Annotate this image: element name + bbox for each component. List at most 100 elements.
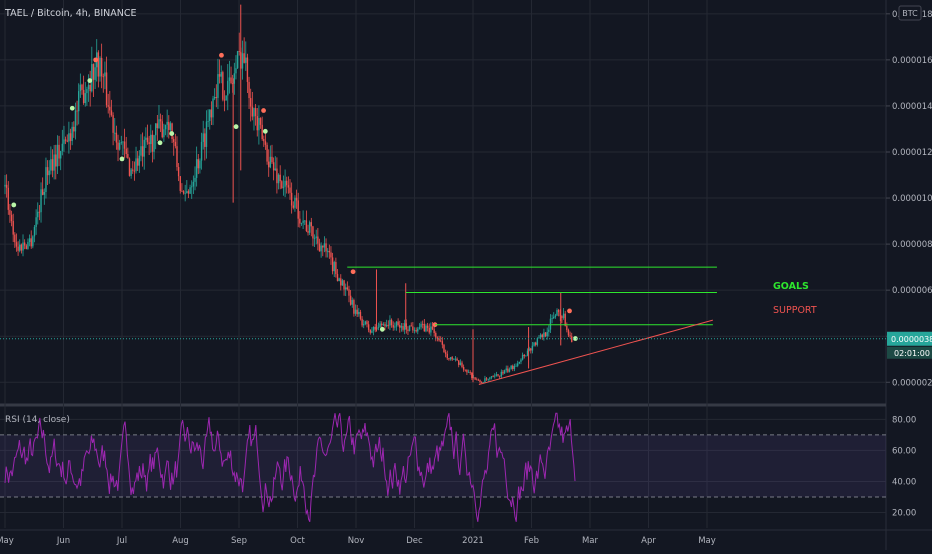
candle-body bbox=[292, 205, 294, 208]
candle-body bbox=[492, 376, 494, 378]
sell-signal-dot bbox=[93, 57, 99, 63]
candle-body bbox=[520, 359, 522, 362]
candle-body bbox=[184, 192, 186, 194]
candle-body bbox=[426, 325, 429, 328]
currency-badge-box bbox=[898, 5, 922, 21]
candle-body bbox=[543, 332, 545, 338]
candle-body bbox=[32, 236, 34, 247]
candle-body bbox=[485, 378, 488, 380]
sell-signal-dot bbox=[350, 269, 356, 275]
sell-signal-dot bbox=[261, 108, 266, 113]
candle-body bbox=[51, 159, 54, 171]
time-tick-label: Feb bbox=[524, 536, 539, 546]
candle-body bbox=[318, 243, 321, 252]
buy-signal-dot bbox=[233, 124, 239, 130]
candle-body bbox=[100, 57, 103, 77]
candle-body bbox=[448, 358, 450, 360]
candle-body bbox=[7, 187, 9, 210]
candle-body bbox=[353, 300, 355, 314]
candle-body bbox=[343, 280, 345, 290]
candle-body bbox=[535, 342, 537, 345]
candle-body bbox=[78, 91, 80, 112]
candle-body bbox=[246, 57, 249, 82]
candle-body bbox=[415, 330, 417, 332]
chart-title: TAEL / Bitcoin, 4h, BINANCE bbox=[4, 8, 137, 19]
candle-body bbox=[349, 295, 352, 305]
candle-body bbox=[363, 324, 365, 326]
candle-body bbox=[212, 98, 214, 118]
candle-body bbox=[425, 325, 427, 332]
candle-body bbox=[236, 51, 239, 69]
sell-signal-dot bbox=[219, 52, 224, 58]
candle-body bbox=[466, 369, 468, 373]
candle-body bbox=[256, 116, 258, 131]
candle-body bbox=[279, 174, 281, 182]
candle-body bbox=[476, 379, 478, 381]
candle-body bbox=[20, 244, 23, 251]
candle-body bbox=[76, 110, 78, 112]
candle-body bbox=[503, 370, 506, 374]
candle-body bbox=[480, 382, 483, 383]
candle-body bbox=[228, 77, 231, 81]
candle-body bbox=[510, 365, 512, 370]
candle-body bbox=[40, 189, 42, 213]
candle-body bbox=[123, 141, 126, 149]
candle-body bbox=[326, 250, 329, 252]
candle-body bbox=[513, 365, 516, 370]
candle-body bbox=[548, 329, 550, 332]
candle-body bbox=[235, 68, 237, 74]
candle-body bbox=[440, 340, 442, 342]
candle-body bbox=[372, 326, 375, 331]
candle-body bbox=[166, 121, 168, 125]
price-tick-label: 0.00000200 bbox=[892, 378, 932, 388]
last-price-indicator: 0.00000389 02:01:00 bbox=[0, 331, 932, 359]
candle-body bbox=[310, 222, 313, 227]
rsi-legend[interactable]: RSI (14, close) bbox=[5, 415, 70, 425]
candle-body bbox=[186, 191, 188, 193]
candle-body bbox=[258, 118, 260, 131]
candle-body bbox=[567, 329, 570, 336]
candle-body bbox=[412, 326, 414, 331]
candle-body bbox=[118, 142, 121, 150]
candle-body bbox=[202, 133, 204, 142]
candle-body bbox=[428, 327, 430, 333]
candle-body bbox=[454, 358, 457, 360]
candle-body bbox=[204, 133, 206, 147]
candle-body bbox=[63, 139, 65, 144]
candle-body bbox=[69, 133, 72, 142]
candle-body bbox=[530, 348, 532, 351]
time-tick-label: Nov bbox=[348, 536, 365, 546]
candle-body bbox=[277, 174, 280, 184]
candle-body bbox=[115, 132, 118, 143]
countdown-label: 02:01:00 bbox=[894, 349, 930, 358]
candle-body bbox=[515, 365, 517, 367]
candle-body bbox=[528, 348, 530, 351]
candle-body bbox=[161, 121, 163, 138]
buy-signal-dot bbox=[11, 202, 17, 208]
candle-body bbox=[136, 158, 139, 166]
candle-body bbox=[233, 73, 236, 84]
candle-body bbox=[250, 98, 252, 107]
candle-body bbox=[125, 148, 127, 155]
rsi-tick-label: 40.00 bbox=[892, 477, 916, 487]
candle-body bbox=[68, 133, 70, 142]
candle-body bbox=[487, 378, 489, 380]
candle-body bbox=[333, 262, 335, 272]
candle-body bbox=[456, 358, 458, 361]
candle-body bbox=[269, 156, 272, 168]
support-annotation: SUPPORT bbox=[773, 305, 817, 316]
candle-body bbox=[109, 106, 111, 111]
candle-body bbox=[243, 53, 245, 63]
candle-body bbox=[55, 154, 57, 167]
candle-body bbox=[304, 220, 306, 222]
last-price-label: 0.00000389 bbox=[891, 335, 932, 344]
rsi-tick-label: 80.00 bbox=[892, 415, 916, 425]
candle-body bbox=[74, 110, 77, 132]
candle-body bbox=[379, 323, 381, 328]
candle-body bbox=[58, 144, 60, 159]
candle-body bbox=[73, 126, 75, 132]
candle-body bbox=[490, 376, 493, 378]
currency-badge[interactable]: BTC bbox=[898, 5, 922, 21]
